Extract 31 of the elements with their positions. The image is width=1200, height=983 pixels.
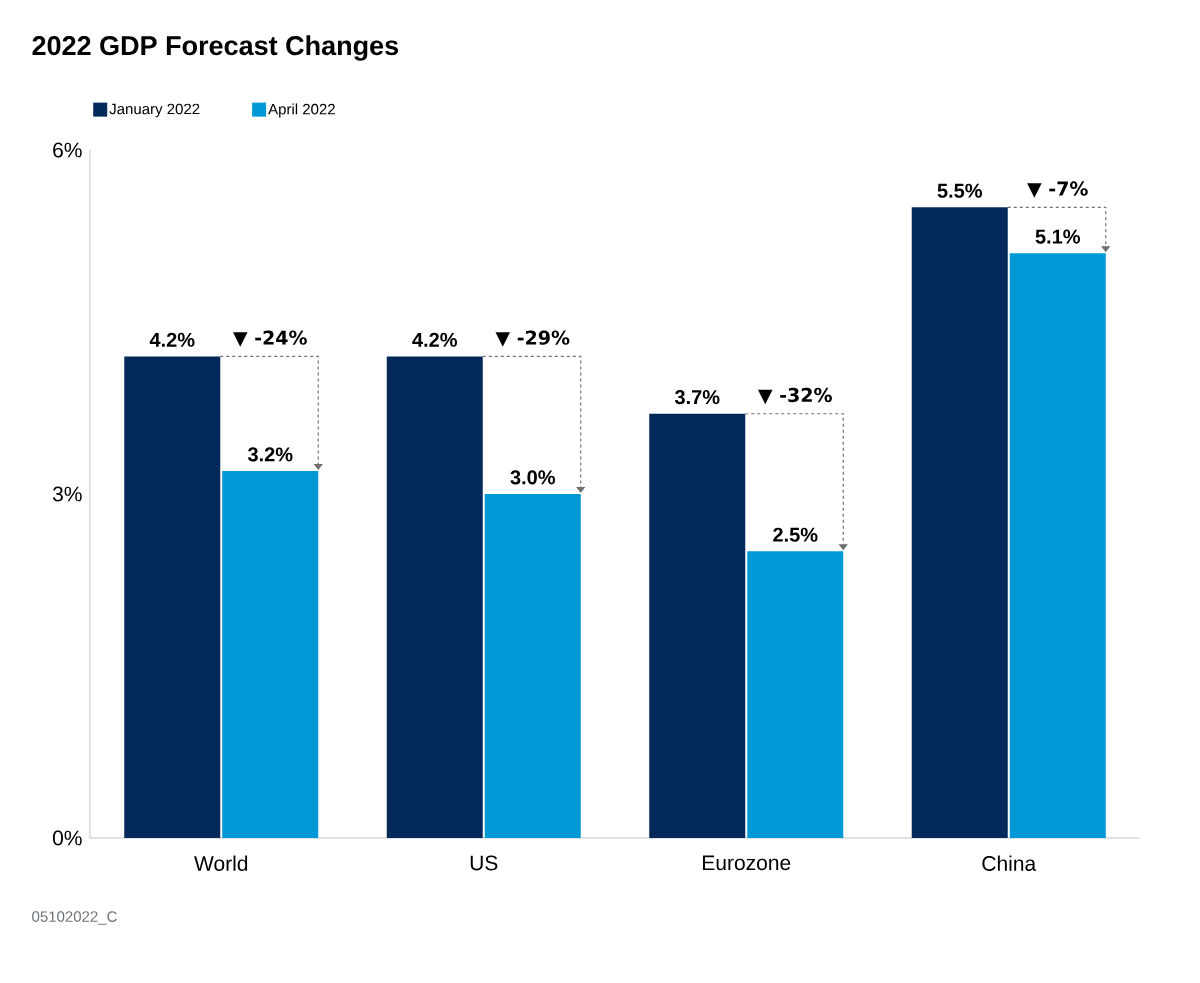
annotation: ▼ -24% (233, 330, 307, 347)
legend-label: April 2022 (268, 103, 335, 118)
y-tick-label: 0% (52, 830, 82, 846)
data-label: 4.2% (149, 332, 195, 347)
bar (911, 207, 1008, 838)
data-label: 3.0% (510, 470, 556, 485)
annotation: ▼ -7% (1027, 181, 1088, 198)
x-tick-label: Eurozone (703, 855, 791, 871)
bar (1009, 253, 1106, 838)
bar (484, 494, 581, 838)
data-label: 3.7% (674, 390, 720, 405)
x-tick-label: China (982, 855, 1037, 871)
bar (124, 356, 221, 838)
data-label: 5.5% (937, 183, 982, 198)
bar (747, 551, 844, 838)
y-tick-label: 6% (53, 142, 82, 158)
data-label: 5.1% (1035, 229, 1080, 244)
x-tick-label: US (470, 855, 498, 871)
data-label: 3.2% (247, 447, 293, 462)
bar (649, 413, 746, 838)
annotation: ▼ -29% (495, 330, 570, 347)
data-label: 4.2% (412, 332, 458, 347)
y-tick-label: 3% (52, 486, 82, 502)
text: 05102022_C (32, 911, 117, 925)
annotation: ▼ -32% (758, 387, 832, 405)
data-label: 2.5% (773, 527, 818, 542)
chart-title: 2022 GDP Forecast Changes (32, 35, 399, 61)
bar (386, 356, 483, 838)
legend-label: January 2022 (109, 103, 200, 118)
x-tick-label: World (194, 855, 248, 871)
bar (222, 471, 319, 838)
